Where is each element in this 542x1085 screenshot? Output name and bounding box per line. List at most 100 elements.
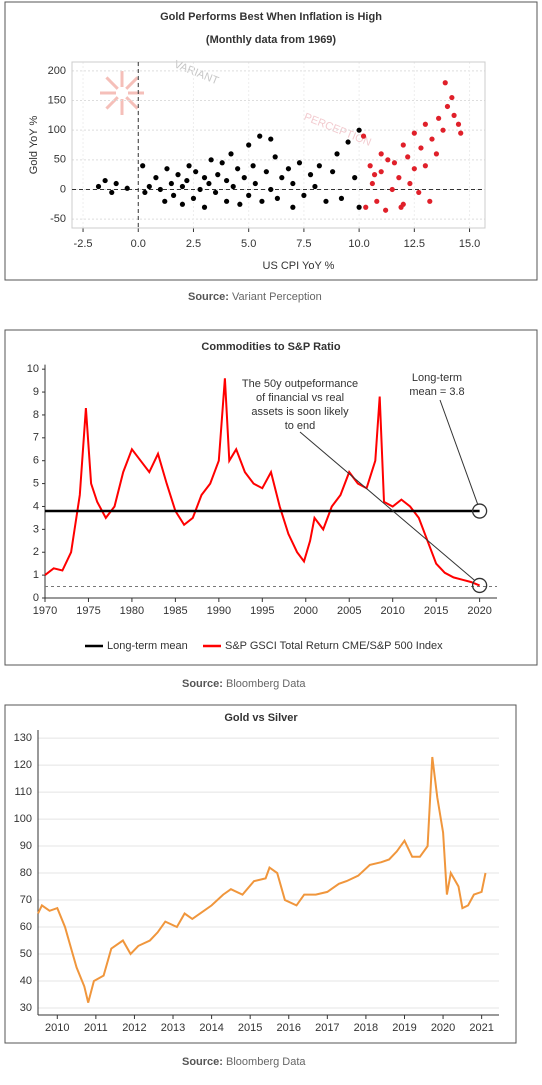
point [184, 177, 190, 184]
point [206, 180, 212, 187]
point [360, 133, 367, 139]
source-name: Variant Perception [232, 291, 322, 303]
point [345, 139, 351, 145]
point [422, 121, 428, 127]
y-tick-label: 30 [20, 1002, 32, 1014]
y-tick-label: 80 [20, 867, 32, 879]
point [168, 180, 174, 187]
x-tick-label: 2011 [84, 1022, 108, 1034]
x-tick-label: 2010 [380, 605, 404, 617]
annotation: mean = 3.8 [409, 386, 464, 398]
x-tick-label: 2020 [431, 1022, 455, 1034]
point [433, 151, 440, 157]
point [179, 201, 186, 207]
point [228, 151, 234, 157]
point [451, 112, 457, 118]
y-tick-label: 8 [33, 409, 39, 421]
point [285, 166, 292, 172]
chart-subtitle: (Monthly data from 1969) [206, 34, 337, 46]
point [201, 175, 208, 181]
point [170, 192, 177, 198]
point [197, 186, 203, 193]
point [157, 186, 163, 193]
point [259, 198, 265, 204]
x-tick-label: 2010 [45, 1022, 69, 1034]
y-tick-label: 7 [33, 432, 39, 444]
point [455, 121, 462, 127]
point [416, 189, 422, 196]
source: Source: Bloomberg Data [182, 678, 306, 690]
point [374, 198, 380, 204]
point [223, 177, 230, 184]
point [186, 163, 192, 169]
point [352, 175, 358, 181]
y-tick-label: 2 [33, 546, 39, 558]
x-tick-label: 1975 [76, 605, 100, 617]
point [263, 169, 269, 175]
point [246, 192, 252, 198]
x-tick-label: 10.0 [348, 238, 369, 250]
annotation: Long-term [412, 372, 462, 384]
annotation-arrow [299, 431, 475, 581]
x-tick-label: 12.5 [404, 238, 425, 250]
point [252, 180, 258, 187]
point [411, 166, 417, 172]
x-tick-label: 2021 [469, 1022, 493, 1034]
logo-ray [105, 76, 119, 90]
y-axis-label: Gold YoY % [28, 116, 40, 175]
y-tick-label: 9 [33, 386, 39, 398]
point [338, 195, 345, 201]
point [429, 136, 435, 142]
point [235, 166, 241, 172]
point [212, 189, 219, 196]
frame [4, 1, 538, 281]
source-label: Source: [182, 1056, 223, 1068]
chart-title: Gold vs Silver [224, 712, 298, 724]
y-tick-label: 0 [33, 592, 39, 604]
y-tick-label: 40 [20, 975, 32, 987]
point [230, 183, 236, 190]
y-tick-label: 0 [60, 183, 66, 195]
y-tick-label: 110 [14, 786, 32, 798]
x-tick-label: 7.5 [296, 238, 311, 250]
point [257, 133, 263, 139]
legend-label: Long-term mean [107, 640, 188, 652]
frame [4, 329, 538, 666]
point [272, 154, 278, 160]
point [378, 169, 384, 175]
y-tick-label: 130 [14, 732, 32, 744]
x-tick-label: 1970 [33, 605, 57, 617]
y-tick-label: 70 [20, 894, 32, 906]
point [400, 142, 406, 148]
y-tick-label: 100 [48, 124, 66, 136]
series-line [44, 378, 480, 587]
point [389, 186, 395, 193]
logo-ray [125, 96, 139, 110]
point [208, 157, 214, 163]
point [162, 198, 168, 204]
point [296, 160, 303, 166]
point [316, 163, 322, 169]
point [237, 201, 243, 207]
point [190, 195, 197, 201]
y-tick-label: 50 [54, 154, 66, 166]
y-tick-label: 200 [48, 65, 66, 77]
point [411, 130, 417, 136]
point [124, 185, 130, 191]
point [363, 204, 369, 210]
y-tick-label: 10 [27, 363, 39, 375]
y-tick-label: -50 [50, 213, 66, 225]
watermark-logo [100, 71, 144, 115]
y-tick-label: 150 [48, 94, 66, 106]
point [241, 175, 247, 181]
source: Source: Variant Perception [188, 291, 322, 303]
point [201, 204, 208, 210]
x-tick-label: 1985 [163, 605, 187, 617]
point [418, 145, 424, 151]
x-tick-label: 2017 [315, 1022, 339, 1034]
point [391, 160, 398, 166]
point [268, 136, 274, 142]
point [356, 127, 362, 133]
